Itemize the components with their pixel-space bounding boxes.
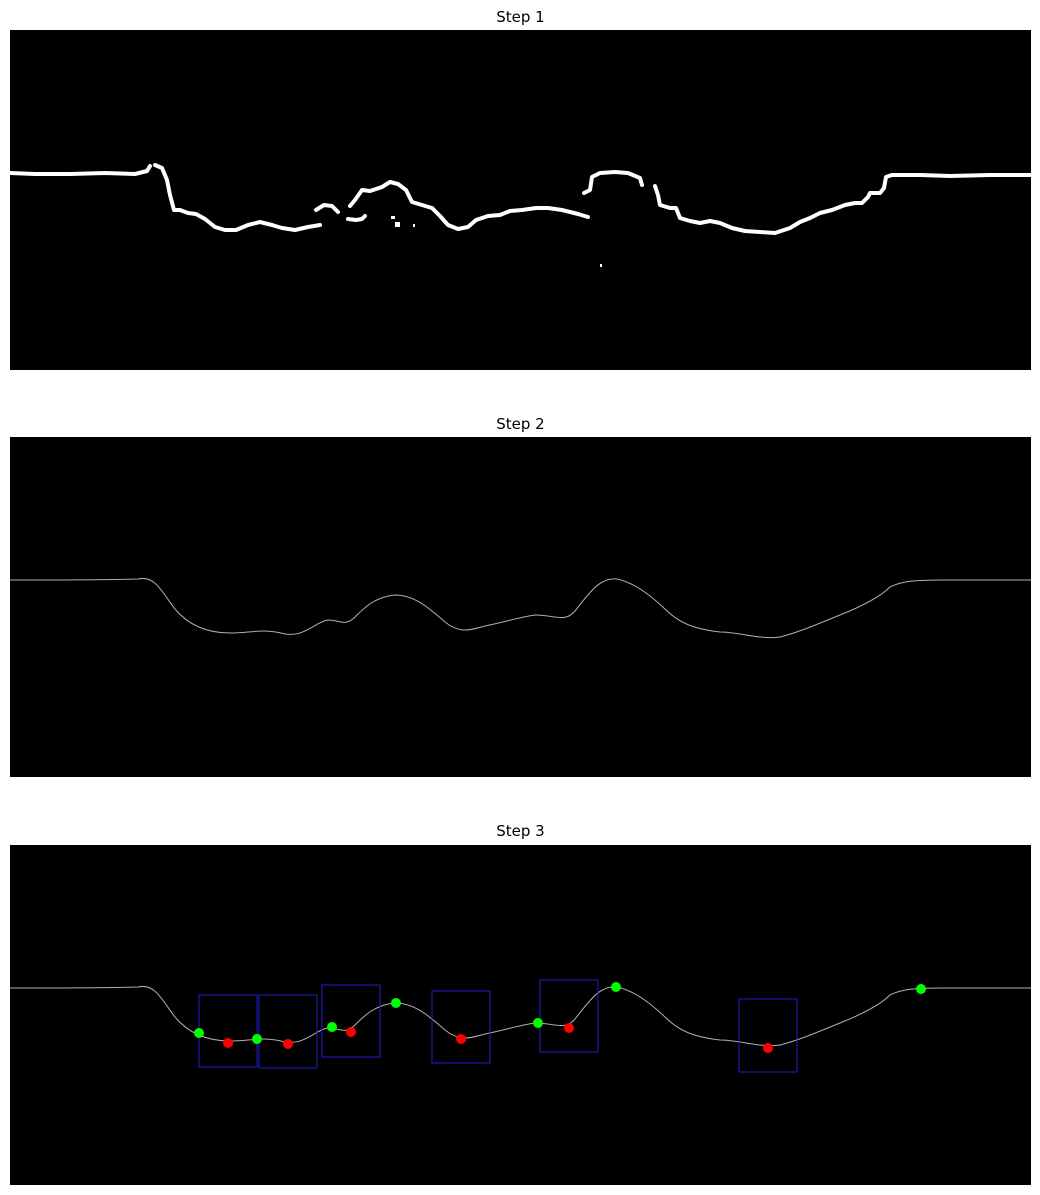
panel-title-step-2: Step 2 xyxy=(496,415,545,433)
panel-step-1 xyxy=(10,30,1031,370)
region-box xyxy=(738,998,798,1073)
peak-point xyxy=(916,984,926,994)
region-box xyxy=(198,994,258,1068)
mask-edge-fragment-c xyxy=(346,214,367,222)
mask-speck xyxy=(600,264,602,267)
panel-title-step-1: Step 1 xyxy=(496,8,545,26)
valley-point xyxy=(564,1023,574,1033)
mask-edge-left-drop xyxy=(153,163,322,232)
valley-point xyxy=(456,1034,466,1044)
mask-edge-fragment-d xyxy=(582,170,644,195)
peak-point xyxy=(611,982,621,992)
peak-point xyxy=(252,1034,262,1044)
region-box xyxy=(539,979,599,1053)
valley-point xyxy=(763,1043,773,1053)
smoothed-contour-line xyxy=(10,985,1031,1047)
valley-point xyxy=(283,1039,293,1049)
detected-points-image xyxy=(10,979,1031,1073)
region-box xyxy=(431,990,491,1064)
panel-title-step-3: Step 3 xyxy=(496,822,545,840)
panel-step-3 xyxy=(10,845,1031,1185)
valley-point xyxy=(223,1038,233,1048)
mask-edge-left xyxy=(10,164,152,176)
valley-point xyxy=(346,1027,356,1037)
mask-speck xyxy=(395,222,400,227)
mask-edge-image xyxy=(10,163,1031,267)
peak-point xyxy=(327,1022,337,1032)
peak-point xyxy=(533,1018,543,1028)
mask-speck xyxy=(413,224,415,227)
region-box xyxy=(258,994,318,1069)
mask-edge-fragment-a xyxy=(314,203,340,214)
mask-edge-fragment-b xyxy=(348,180,590,231)
peak-point xyxy=(391,998,401,1008)
peak-point xyxy=(194,1028,204,1038)
smoothed-contour-image xyxy=(10,577,1031,639)
smoothed-contour-line xyxy=(10,577,1031,639)
mask-speck xyxy=(391,216,395,219)
panel-step-2 xyxy=(10,437,1031,777)
region-box xyxy=(321,984,381,1058)
mask-edge-right-drop xyxy=(653,173,1031,235)
